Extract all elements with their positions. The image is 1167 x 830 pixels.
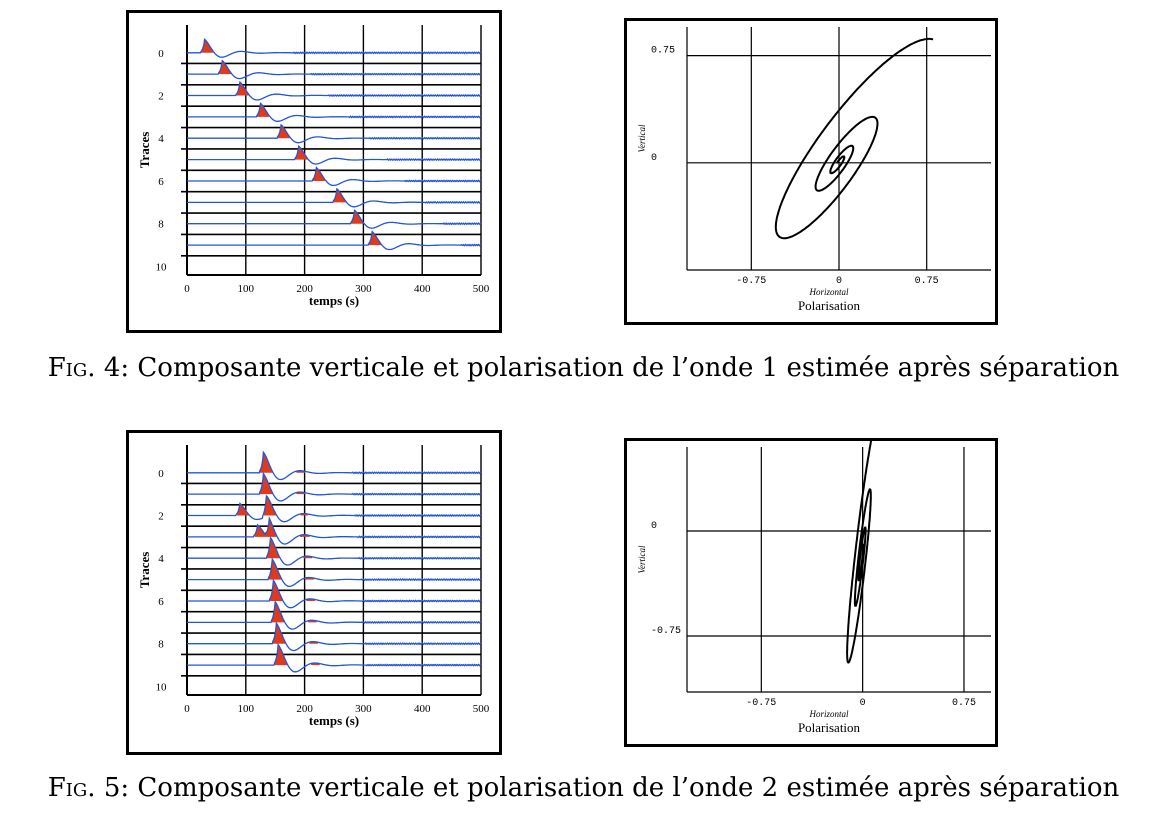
y-axis-title: Traces — [137, 132, 152, 169]
x-tick-label: 400 — [414, 283, 431, 295]
x-axis-title: temps (s) — [309, 713, 359, 728]
y-tick-label: 0.75 — [651, 46, 675, 57]
fig4-caption-text: Composante verticale et polarisation de … — [137, 353, 1120, 383]
seismic-trace — [187, 165, 482, 187]
y-axis-title: Vertical — [637, 124, 647, 152]
x-tick-label: 0 — [836, 276, 842, 287]
seismic-trace — [187, 578, 482, 609]
x-tick-label: -0.75 — [736, 276, 766, 287]
chart-title: Polarisation — [798, 720, 861, 735]
fig4-label: Fig. 4: — [47, 353, 130, 383]
x-tick-label: 0 — [184, 703, 190, 715]
y-tick-label: 0 — [158, 48, 164, 60]
chart-title: Polarisation — [798, 298, 861, 313]
fig4-traces-chart: 0 100 200 300 400 500 0 2 4 6 8 10 temps (s) Traces — [137, 25, 490, 308]
y-tick-label: 0 — [651, 521, 657, 532]
y-tick-label: 8 — [158, 639, 164, 651]
seismic-trace — [187, 600, 482, 630]
fig5-caption: Fig. 5: Composante verticale et polarisa… — [0, 773, 1167, 803]
fig5-traces-chart: 0 100 200 300 400 500 0 2 4 6 8 10 temps (s) Traces — [137, 445, 490, 728]
y-tick-label: 6 — [158, 176, 164, 188]
y-tick-label: 0 — [158, 468, 164, 480]
x-tick-label: 200 — [296, 703, 313, 715]
x-tick-label: 400 — [414, 703, 431, 715]
x-tick-label: 200 — [296, 283, 313, 295]
x-tick-label: 0 — [860, 698, 866, 709]
seismic-trace — [187, 471, 482, 502]
seismic-trace — [187, 187, 482, 208]
seismic-trace — [187, 230, 482, 251]
seismic-trace — [187, 642, 482, 673]
fig5-label: Fig. 5: — [47, 773, 130, 803]
y-tick-label: 6 — [158, 596, 164, 608]
seismic-trace — [187, 80, 482, 101]
x-tick-label: 0.75 — [952, 698, 976, 709]
x-tick-label: 300 — [355, 703, 372, 715]
seismic-trace — [187, 144, 482, 165]
seismic-trace — [187, 621, 482, 652]
fig4-polarisation-panel: -0.75 0 0.75 0 0.75 Horizontal Polarisation Ver… — [624, 18, 998, 325]
fig5-traces-panel: 0 100 200 300 400 500 0 2 4 6 8 10 temps (s) Traces — [126, 430, 502, 755]
x-axis-title: Horizontal — [808, 709, 849, 719]
seismic-trace — [187, 535, 482, 566]
y-tick-label: 2 — [158, 511, 164, 523]
y-tick-label: 4 — [158, 553, 164, 565]
x-tick-label: 500 — [473, 703, 490, 715]
x-tick-label: 0.75 — [915, 276, 939, 287]
x-tick-label: 100 — [238, 283, 255, 295]
x-tick-label: 100 — [238, 703, 255, 715]
y-tick-label: -0.75 — [651, 626, 681, 637]
x-axis-title: temps (s) — [309, 293, 359, 308]
seismic-trace — [187, 494, 482, 523]
seismic-trace — [187, 123, 482, 144]
seismic-trace — [187, 516, 482, 545]
y-tick-label: 4 — [158, 133, 164, 145]
trace-positive-lobe — [259, 452, 306, 473]
fig5-polarisation-panel: -0.75 0 0.75 0 -0.75 Horizontal Polarisation Ve… — [624, 438, 998, 747]
seismic-trace — [187, 209, 482, 229]
trace-positive-lobe — [254, 518, 310, 537]
y-axis-title: Vertical — [637, 545, 647, 573]
y-tick-label: 10 — [156, 681, 168, 693]
fig4-traces-panel: 0 100 200 300 400 500 0 2 4 6 8 10 temps (s) Traces — [126, 10, 502, 333]
seismic-trace — [187, 450, 482, 481]
y-axis-title: Traces — [137, 552, 152, 589]
trace-positive-lobe — [237, 496, 309, 516]
x-tick-label: 300 — [355, 283, 372, 295]
x-tick-label: -0.75 — [746, 698, 776, 709]
x-axis-title: Horizontal — [808, 287, 849, 297]
polarisation-curve — [846, 441, 873, 664]
polarisation-curve — [774, 37, 934, 240]
seismic-trace — [187, 102, 482, 122]
fig4-caption: Fig. 4: Composante verticale et polarisa… — [0, 353, 1167, 383]
y-tick-label: 2 — [158, 91, 164, 103]
seismic-trace — [187, 59, 482, 80]
y-tick-label: 0 — [651, 153, 657, 164]
seismic-trace — [187, 38, 482, 58]
x-tick-label: 500 — [473, 283, 490, 295]
x-tick-label: 0 — [184, 283, 190, 295]
fig5-caption-text: Composante verticale et polarisation de … — [137, 773, 1120, 803]
y-tick-label: 8 — [158, 219, 164, 231]
y-tick-label: 10 — [156, 261, 168, 273]
seismic-trace — [187, 557, 482, 588]
